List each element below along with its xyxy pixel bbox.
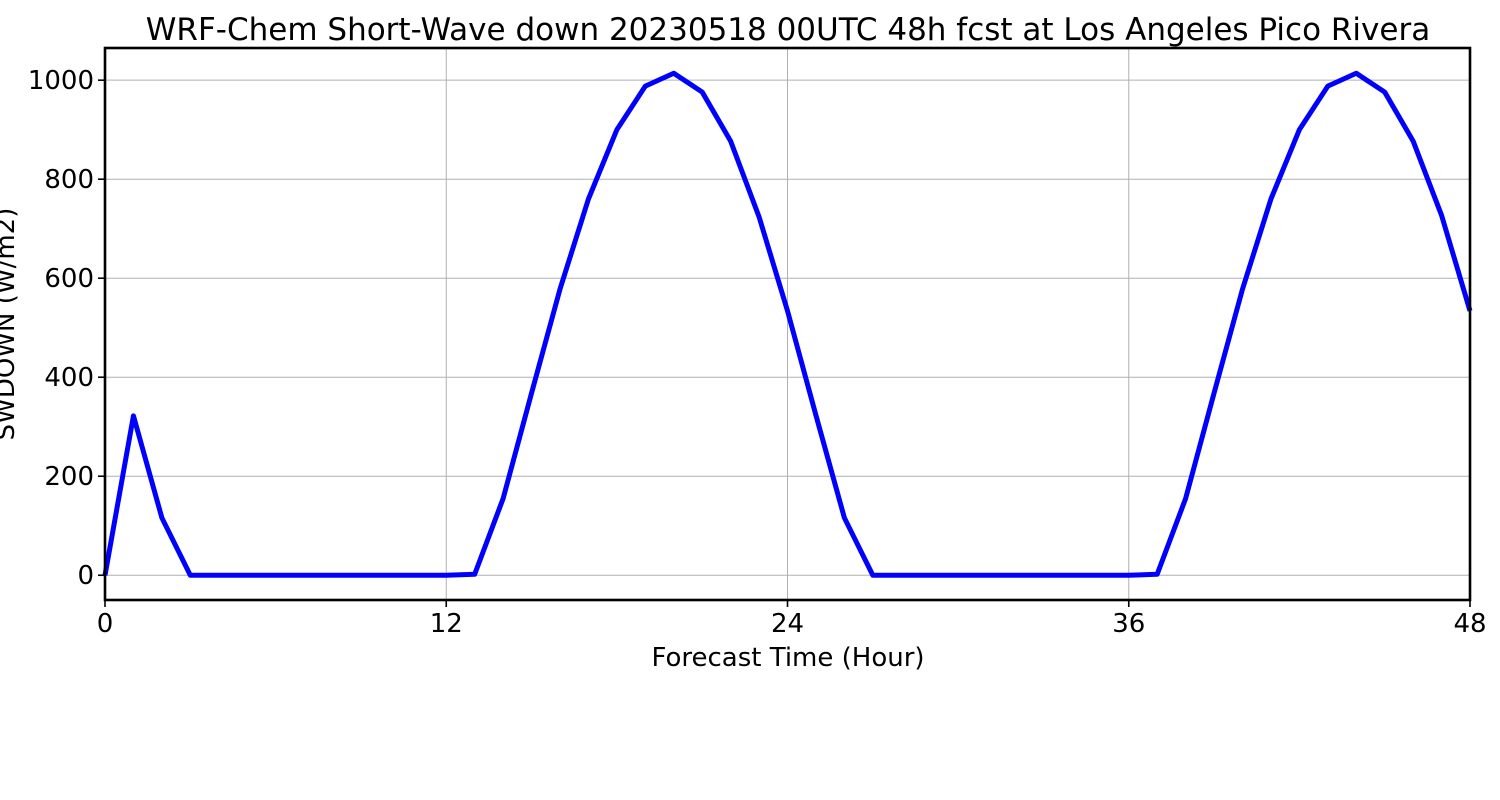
- x-tick-label: 24: [771, 609, 804, 639]
- x-tick-label: 36: [1112, 609, 1145, 639]
- axis-ticks: 0 12 24 36 48 0 200 400 600 800 1000: [28, 66, 1487, 639]
- y-tick-label: 0: [77, 561, 94, 591]
- chart-title: WRF-Chem Short-Wave down 20230518 00UTC …: [146, 12, 1430, 48]
- y-tick-label: 800: [44, 165, 94, 195]
- series-layer: [102, 70, 1473, 578]
- y-tick-label: 1000: [28, 66, 94, 96]
- x-tick-label: 0: [97, 609, 114, 639]
- x-tick-label: 48: [1453, 609, 1486, 639]
- x-tick-label: 12: [430, 609, 463, 639]
- x-axis-label: Forecast Time (Hour): [651, 643, 924, 673]
- y-tick-label: 400: [44, 363, 94, 393]
- y-tick-label: 600: [44, 264, 94, 294]
- y-tick-label: 200: [44, 462, 94, 492]
- series-line: [102, 70, 1473, 578]
- y-axis-label: SWDOWN (W/m2): [0, 208, 21, 441]
